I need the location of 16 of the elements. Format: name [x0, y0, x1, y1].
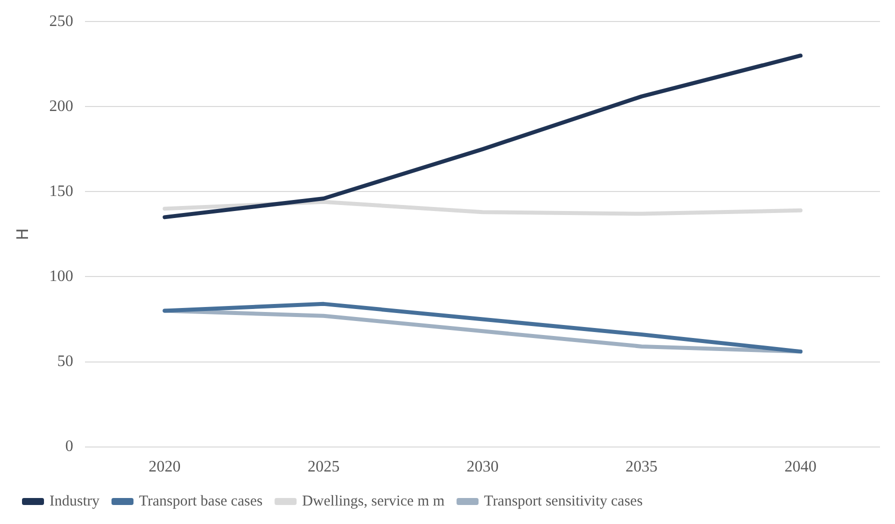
y-tick-label: 50 — [57, 352, 74, 370]
legend-label: Dwellings, service m m — [302, 493, 445, 510]
y-tick-label: 0 — [65, 438, 74, 456]
x-tick-label: 2025 — [308, 458, 340, 476]
y-tick-label: 250 — [49, 12, 74, 30]
x-tick-label: 2040 — [784, 458, 817, 476]
y-tick-label: 100 — [49, 268, 74, 285]
legend-label: Industry — [50, 493, 100, 510]
x-tick-label: 2020 — [148, 458, 181, 476]
y-tick-label: 200 — [49, 98, 74, 115]
y-axis-title: H — [12, 228, 32, 240]
legend-label: Transport base cases — [138, 493, 263, 510]
x-tick-label: 2035 — [626, 458, 658, 476]
x-tick-label: 2030 — [466, 458, 499, 476]
legend-label: Transport sensitivity cases — [484, 493, 643, 510]
y-tick-label: 150 — [49, 182, 74, 200]
